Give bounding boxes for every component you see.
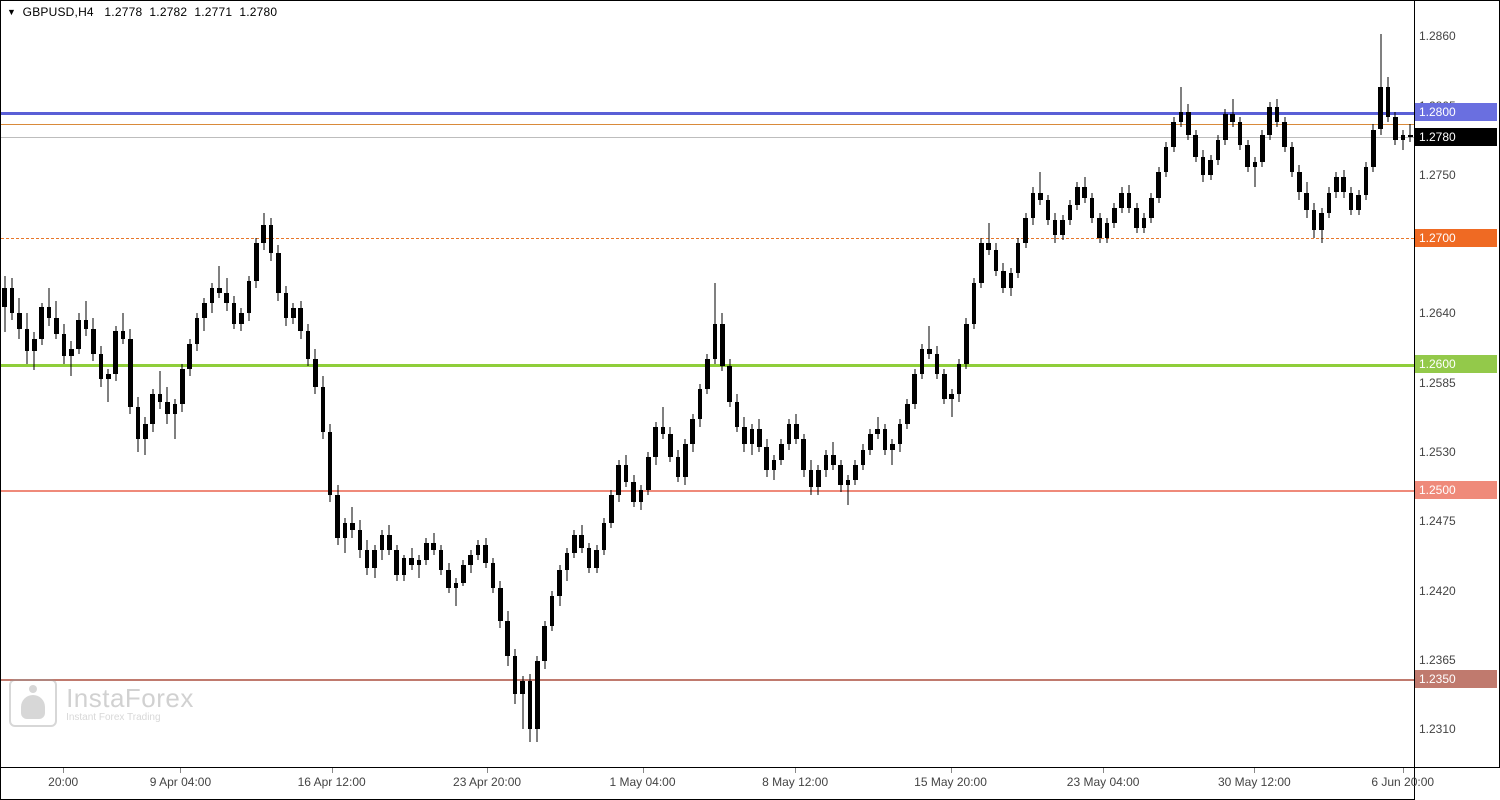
- x-tick-label: 23 May 04:00: [1067, 775, 1140, 789]
- x-tick-label: 6 Jun 20:00: [1371, 775, 1434, 789]
- x-tick-label: 15 May 20:00: [914, 775, 987, 789]
- y-tick-label: 1.2365: [1419, 653, 1456, 667]
- x-tick-label: 8 May 12:00: [762, 775, 828, 789]
- x-tick-label: 9 Apr 04:00: [150, 775, 211, 789]
- watermark: InstaForex Instant Forex Trading: [9, 679, 194, 727]
- ohlc-high: 1.2782: [149, 5, 187, 19]
- current-price-tag: 1.2780: [1415, 128, 1497, 146]
- x-tick: [1254, 768, 1255, 773]
- chart-title: ▼ GBPUSD,H4 1.2778 1.2782 1.2771 1.2780: [7, 5, 277, 19]
- x-tick: [795, 768, 796, 773]
- x-axis: 20:00 9 Apr 04:00 16 Apr 12:00 23 Apr 20:00…: [0, 768, 1415, 800]
- price-chart[interactable]: ▼ GBPUSD,H4 1.2778 1.2782 1.2771 1.2780 …: [0, 0, 1415, 768]
- logo-icon: [9, 679, 57, 727]
- y-tick-label: 1.2750: [1419, 168, 1456, 182]
- level-line: [1, 112, 1414, 115]
- y-tick-label: 1.2585: [1419, 376, 1456, 390]
- x-tick-label: 30 May 12:00: [1218, 775, 1291, 789]
- chart-container: ▼ GBPUSD,H4 1.2778 1.2782 1.2771 1.2780 …: [0, 0, 1500, 800]
- level-line: [1, 137, 1414, 138]
- x-tick-label: 20:00: [48, 775, 78, 789]
- x-tick: [1403, 768, 1404, 773]
- price-level-tag: 1.2700: [1415, 229, 1497, 247]
- y-tick-label: 1.2420: [1419, 584, 1456, 598]
- ohlc-close: 1.2780: [239, 5, 277, 19]
- x-tick-label: 16 Apr 12:00: [298, 775, 366, 789]
- x-tick: [487, 768, 488, 773]
- y-tick-label: 1.2475: [1419, 514, 1456, 528]
- x-tick: [180, 768, 181, 773]
- x-tick: [63, 768, 64, 773]
- price-level-tag: 1.2800: [1415, 103, 1497, 121]
- x-tick: [643, 768, 644, 773]
- price-level-tag: 1.2600: [1415, 355, 1497, 373]
- chevron-down-icon[interactable]: ▼: [7, 7, 16, 17]
- ohlc-low: 1.2771: [194, 5, 232, 19]
- ohlc-open: 1.2778: [104, 5, 142, 19]
- price-level-tag: 1.2350: [1415, 670, 1497, 688]
- watermark-brand: InstaForex: [66, 683, 194, 714]
- y-axis: 1.28601.28051.27501.26401.25851.25301.24…: [1415, 0, 1500, 768]
- x-tick: [332, 768, 333, 773]
- y-tick-label: 1.2860: [1419, 29, 1456, 43]
- level-line: [1, 238, 1414, 239]
- y-tick-label: 1.2310: [1419, 722, 1456, 736]
- symbol-label: GBPUSD,H4: [23, 5, 94, 19]
- y-tick-label: 1.2530: [1419, 445, 1456, 459]
- level-line: [1, 124, 1414, 125]
- level-line: [1, 490, 1414, 492]
- y-tick-label: 1.2640: [1419, 306, 1456, 320]
- price-level-tag: 1.2500: [1415, 481, 1497, 499]
- x-tick: [1103, 768, 1104, 773]
- x-tick-label: 23 Apr 20:00: [453, 775, 521, 789]
- level-line: [1, 679, 1414, 681]
- x-tick-label: 1 May 04:00: [609, 775, 675, 789]
- x-tick: [951, 768, 952, 773]
